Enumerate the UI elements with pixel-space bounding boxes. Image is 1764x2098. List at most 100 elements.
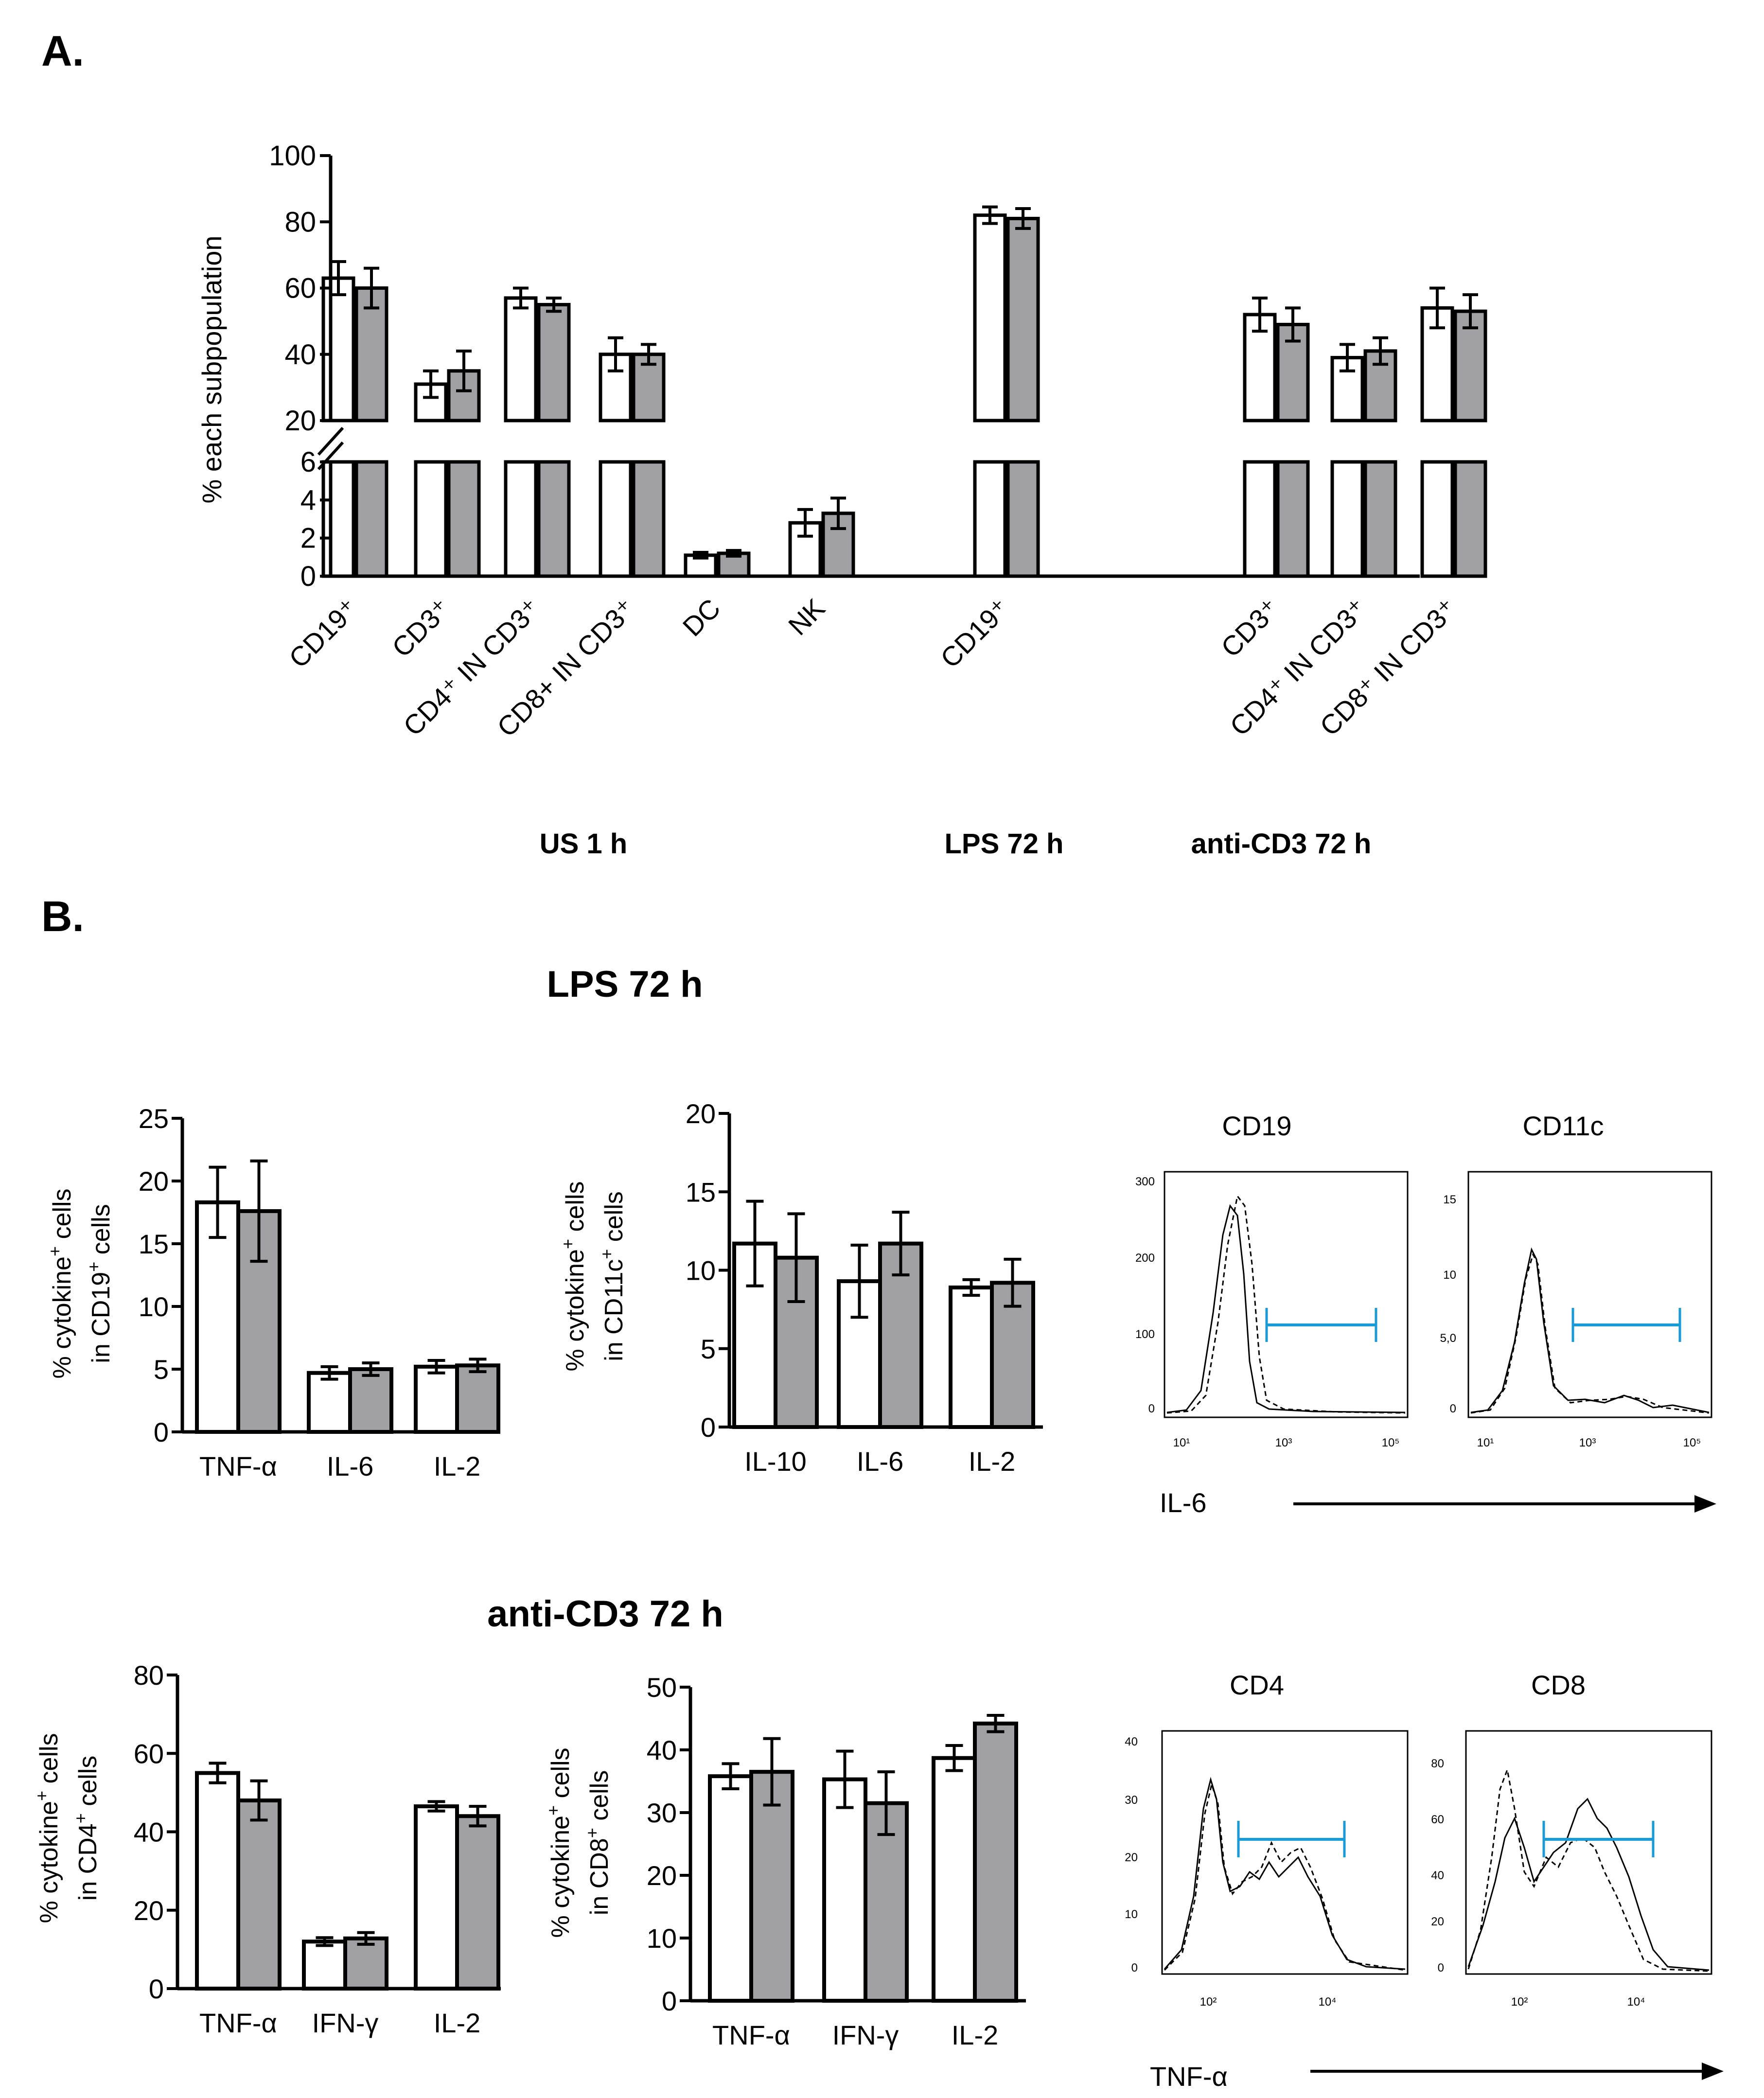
bar-gray-lower	[1006, 460, 1040, 578]
svg-text:10³: 10³	[1579, 1436, 1596, 1449]
chart-anticd3-cd8: TNF-α IFN-γ IL-2 0 10 20 30 40 50	[647, 1672, 1026, 2050]
chart-lps-cd19: TNF-α IL-6 IL-2 0 5 10 15 20 25	[139, 1103, 500, 1481]
group-label-anticd3: anti-CD3 72 h	[1191, 828, 1372, 860]
x-tick-label: CD3⁺	[1215, 593, 1286, 663]
histogram-dashed	[1467, 1767, 1710, 1972]
y-tick-label: 100	[269, 140, 316, 172]
svg-text:300: 300	[1135, 1175, 1155, 1188]
panel-b-label: B.	[41, 892, 84, 940]
y-tick-label: 25	[139, 1103, 169, 1134]
y-tick-label: 10	[686, 1255, 716, 1286]
svg-text:200: 200	[1135, 1252, 1155, 1265]
bar-gray-lower	[447, 460, 481, 578]
svg-text:20: 20	[1431, 1915, 1444, 1928]
x-tick-label: IL-6	[857, 1446, 904, 1477]
arrow-head-icon	[1694, 1495, 1716, 1513]
bar-white	[414, 1364, 459, 1434]
bar-gray	[343, 1936, 388, 1991]
y-tick-label: 5	[701, 1334, 716, 1364]
x-tick-label: CD3⁺	[386, 593, 457, 663]
histogram-dashed	[1164, 1781, 1406, 1971]
bar-white-lower	[321, 460, 355, 578]
ylabel-lps-cd19: % cytokine+ cells in CD19+ cells	[45, 1189, 116, 1379]
bar-white	[321, 276, 355, 423]
flow-cd8: CD8 80 60 40 20 0 10² 10⁴	[1431, 1670, 1712, 2009]
panel-a-ylabel: % each subpopulation	[196, 235, 227, 503]
svg-text:10: 10	[1443, 1269, 1456, 1282]
y-tick-label: 0	[300, 561, 316, 592]
bar-white	[307, 1371, 352, 1434]
flow-xlabel-il6: IL-6	[1160, 1487, 1207, 1518]
svg-text:% cytokine+ cells: % cytokine+ cells	[32, 1733, 64, 1923]
svg-text:10⁵: 10⁵	[1683, 1436, 1701, 1449]
ylabel-anticd3-cd8: % cytokine+ cells in CD8+ cells	[543, 1748, 614, 1938]
bar-white-lower	[599, 460, 633, 578]
bar-white	[195, 1200, 240, 1434]
y-tick-label: 2	[300, 523, 316, 554]
histogram-dashed	[1166, 1194, 1406, 1414]
bar-gray-lower	[1453, 460, 1487, 578]
svg-text:0: 0	[1450, 1402, 1456, 1415]
svg-text:60: 60	[1431, 1813, 1444, 1826]
y-tick-label: 20	[139, 1166, 169, 1197]
histogram-solid	[1166, 1204, 1406, 1413]
x-tick-label: CD19⁺	[283, 593, 364, 674]
bar-gray	[348, 1367, 393, 1434]
bar-gray	[537, 303, 571, 423]
svg-text:in CD4+ cells: in CD4+ cells	[71, 1756, 103, 1901]
x-tick-label: IL-2	[434, 1451, 481, 1481]
svg-text:10¹: 10¹	[1477, 1436, 1494, 1449]
histogram-dashed	[1470, 1252, 1710, 1414]
svg-text:30: 30	[1125, 1794, 1138, 1807]
svg-text:in CD19+ cells: in CD19+ cells	[84, 1204, 116, 1363]
chart-anticd3-cd4: TNF-α IFN-γ IL-2 0 20 40 60 80	[134, 1660, 501, 2038]
x-tick-label: IL-6	[327, 1451, 374, 1481]
axis-break-mark	[317, 441, 344, 471]
svg-text:% cytokine+ cells: % cytokine+ cells	[45, 1189, 77, 1379]
group-label-us: US 1 h	[540, 828, 628, 860]
flow-cd19-title: CD19	[1222, 1111, 1291, 1141]
svg-text:100: 100	[1135, 1328, 1155, 1341]
y-tick-label: 20	[686, 1098, 716, 1129]
bar-white	[414, 1804, 459, 1991]
y-tick-label: 30	[647, 1798, 677, 1828]
x-tick-label: TNF-α	[712, 2020, 790, 2050]
y-tick-label: 60	[284, 273, 316, 304]
svg-text:10²: 10²	[1511, 1995, 1528, 2009]
bar-gray-lower	[354, 460, 388, 578]
bar-gray-lower	[537, 460, 571, 578]
bar-white-lower	[1420, 460, 1454, 578]
bar-white	[973, 213, 1007, 423]
svg-text:% cytokine+ cells: % cytokine+ cells	[558, 1181, 590, 1372]
flow-cd8-title: CD8	[1531, 1670, 1586, 1700]
bar-white	[949, 1285, 994, 1429]
y-tick-label: 10	[647, 1923, 677, 1954]
svg-text:10¹: 10¹	[1173, 1436, 1190, 1449]
bar-gray	[236, 1798, 282, 1991]
y-tick-label: 20	[284, 405, 316, 437]
y-tick-label: 0	[149, 1974, 164, 2004]
y-tick-label: 10	[139, 1291, 169, 1322]
svg-text:15: 15	[1443, 1193, 1456, 1206]
svg-text:10³: 10³	[1275, 1436, 1292, 1449]
axis-break-mark	[317, 426, 344, 456]
y-tick-label: 0	[662, 1986, 677, 2016]
svg-text:10⁴: 10⁴	[1318, 1995, 1336, 2009]
histogram-solid	[1164, 1777, 1406, 1970]
svg-text:10⁴: 10⁴	[1627, 1995, 1645, 2009]
bar-white-lower	[504, 460, 538, 578]
y-tick-label: 0	[154, 1417, 169, 1447]
flow-cd4: CD4 40 30 20 10 0 10² 10⁴	[1125, 1670, 1409, 2009]
ylabel-anticd3-cd4: % cytokine+ cells in CD4+ cells	[32, 1733, 103, 1923]
x-tick-label: IFN-γ	[312, 2008, 379, 2038]
y-tick-label: 50	[647, 1672, 677, 1703]
x-tick-label: IFN-γ	[832, 2020, 899, 2050]
x-tick-label: NK	[782, 593, 831, 641]
bar-gray-lower	[1276, 460, 1310, 578]
bar-white-lower	[1330, 460, 1364, 578]
y-tick-label: 15	[686, 1177, 716, 1207]
panel-a-label: A.	[41, 27, 84, 75]
bar-white-lower	[973, 460, 1007, 578]
svg-text:in CD11c+ cells: in CD11c+ cells	[597, 1191, 629, 1361]
y-tick-label: 5	[154, 1354, 169, 1385]
